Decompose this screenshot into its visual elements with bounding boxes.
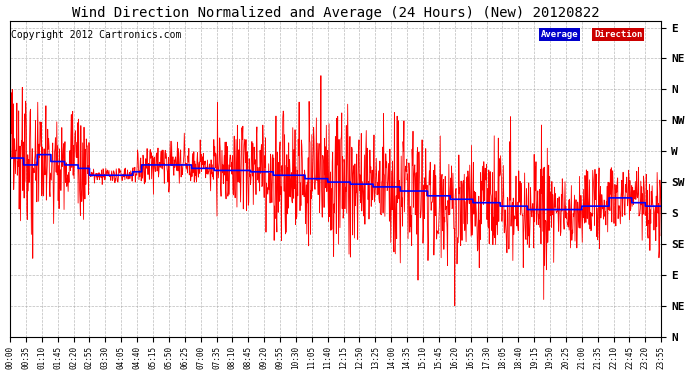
Text: Average: Average <box>541 30 578 39</box>
Title: Wind Direction Normalized and Average (24 Hours) (New) 20120822: Wind Direction Normalized and Average (2… <box>72 6 600 20</box>
Text: Direction: Direction <box>594 30 642 39</box>
Text: Copyright 2012 Cartronics.com: Copyright 2012 Cartronics.com <box>11 30 181 40</box>
